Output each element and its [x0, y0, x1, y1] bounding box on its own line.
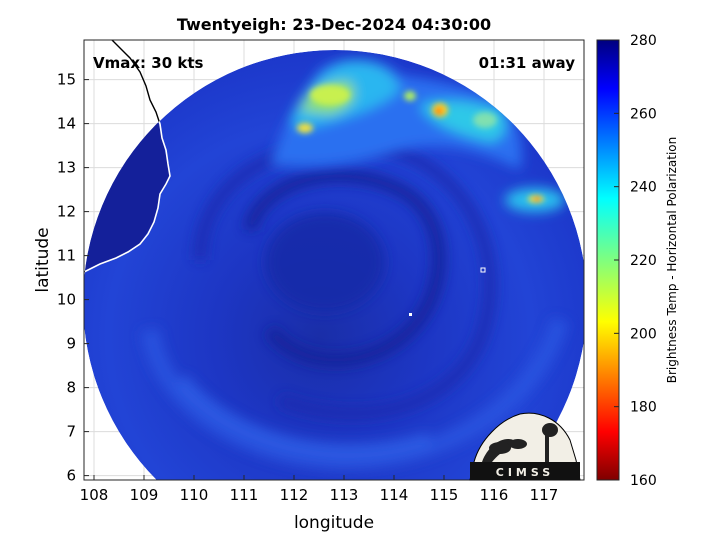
colorbar: 280 260 240 220 200 180 160 Brightness Temp - …	[596, 33, 679, 489]
y-tick-label: 9	[66, 335, 76, 353]
colorbar-ticks: 280 260 240 220 200 180 160	[614, 33, 657, 489]
colorbar-tick-label: 200	[630, 326, 657, 342]
x-tick-label: 110	[180, 486, 209, 504]
x-tick-label: 117	[530, 486, 559, 504]
colorbar-label: Brightness Temp - Horizontal Polarizatio…	[665, 137, 679, 384]
brightness-swath	[84, 50, 584, 480]
y-tick-label: 10	[57, 291, 76, 309]
x-tick-label: 113	[330, 486, 359, 504]
x-tick-label: 116	[480, 486, 509, 504]
colorbar-tick-label: 180	[630, 400, 657, 416]
x-axis-label: longitude	[294, 513, 374, 533]
time-away-label: 01:31 away	[479, 54, 576, 72]
island-marker	[409, 313, 412, 316]
colorbar-tick-label: 240	[630, 180, 657, 196]
x-tick-labels: 108 109 110 111 112 113 114 115 116 117	[80, 486, 559, 504]
y-tick-label: 12	[57, 203, 76, 221]
x-tick-label: 108	[80, 486, 109, 504]
y-tick-label: 8	[66, 379, 76, 397]
y-tick-label: 11	[57, 247, 76, 265]
x-tick-label: 114	[380, 486, 409, 504]
cimss-logo-text: CIMSS	[496, 466, 554, 479]
y-axis-label: latitude	[33, 227, 53, 292]
y-tick-label: 14	[57, 115, 76, 133]
cimss-logo: CIMSS	[469, 412, 581, 481]
island-marker	[480, 267, 486, 273]
x-tick-label: 109	[130, 486, 159, 504]
x-tick-label: 112	[280, 486, 309, 504]
colorbar-tick-label: 160	[630, 473, 657, 489]
vmax-label: Vmax: 30 kts	[93, 54, 203, 72]
plot-frame	[83, 39, 585, 481]
y-tick-label: 6	[66, 467, 76, 485]
x-tick-label: 111	[230, 486, 259, 504]
colorbar-tick-label: 280	[630, 33, 657, 49]
colorbar-tick-label: 220	[630, 253, 657, 269]
y-tick-labels: 6 7 8 9 10 11 12 13 14 15	[57, 71, 76, 485]
figure-title: Twentyeigh: 23-Dec-2024 04:30:00	[177, 15, 491, 34]
y-tick-label: 13	[57, 159, 76, 177]
y-tick-label: 7	[66, 423, 76, 441]
x-tick-label: 115	[430, 486, 459, 504]
colorbar-tick-label: 260	[630, 106, 657, 122]
map-plot: Vmax: 30 kts 01:31 away CIMSS	[83, 39, 585, 481]
y-tick-label: 15	[57, 71, 76, 89]
